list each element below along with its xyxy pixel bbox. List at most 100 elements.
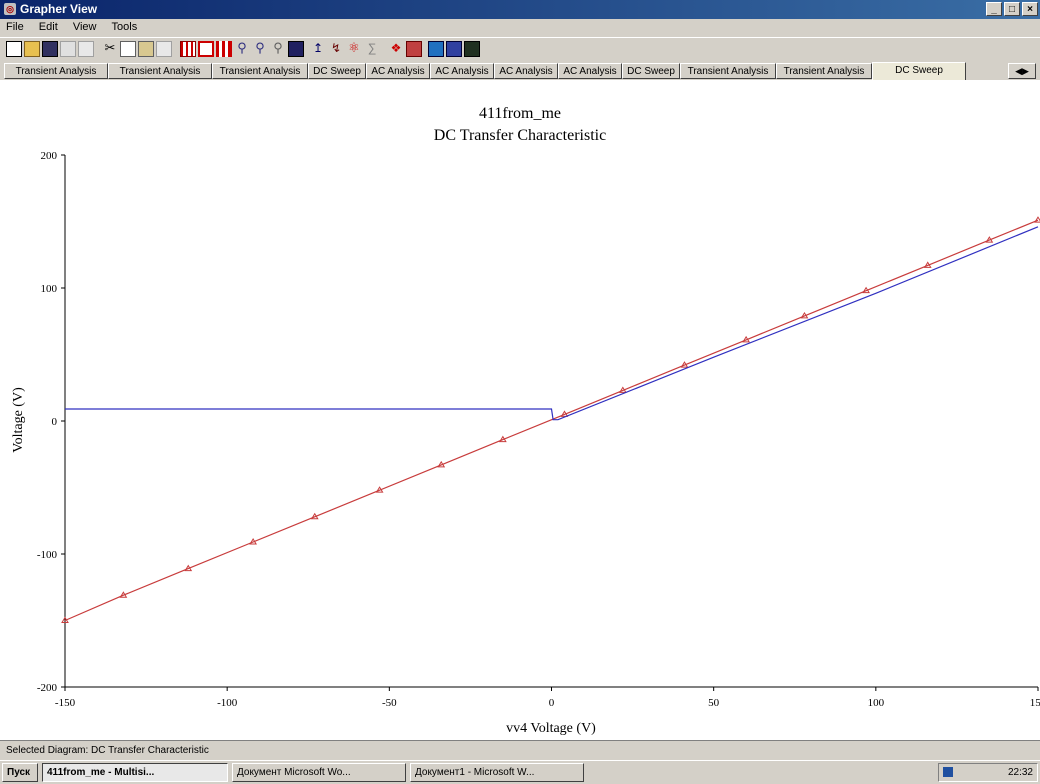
tab-dc-sweep-active[interactable]: DC Sweep — [872, 62, 966, 80]
legend-icon[interactable] — [216, 41, 232, 57]
system-tray: 22:32 — [938, 763, 1038, 782]
window-controls: _ □ × — [986, 2, 1038, 16]
data-point-marker — [184, 564, 193, 572]
tab-ac-analysis-3[interactable]: AC Analysis — [494, 63, 558, 79]
cut-icon[interactable]: ✂ — [104, 40, 116, 55]
clock: 22:32 — [1007, 767, 1033, 778]
status-text: Selected Diagram: DC Transfer Characteri… — [6, 745, 209, 756]
close-button[interactable]: × — [1022, 2, 1038, 16]
data-point-marker — [862, 286, 870, 294]
start-button[interactable]: Пуск — [2, 763, 38, 782]
data-point-marker — [800, 311, 809, 319]
y-tick-label: -200 — [37, 682, 58, 694]
cursor-icon[interactable]: ↥ — [312, 41, 324, 55]
tab-scroll-arrows[interactable]: ◀▶ — [1008, 63, 1036, 79]
overlay-icon[interactable]: ⚛ — [348, 40, 360, 55]
new-file-icon[interactable] — [6, 41, 22, 57]
menu-bar: File Edit View Tools — [0, 19, 1040, 37]
chart-svg: 411from_me DC Transfer Characteristic vv… — [11, 105, 1040, 736]
data-point-marker — [249, 538, 257, 545]
data-point-marker — [119, 591, 128, 598]
menu-file[interactable]: File — [6, 21, 24, 33]
open-folder-icon[interactable] — [24, 41, 40, 57]
mathcad-icon[interactable] — [428, 41, 444, 57]
data-cursor-icon[interactable]: ↯ — [330, 41, 342, 55]
maximize-button[interactable]: □ — [1004, 2, 1020, 16]
menu-view[interactable]: View — [72, 21, 97, 33]
minimize-button[interactable]: _ — [986, 2, 1002, 16]
dark-bg-icon[interactable] — [288, 41, 304, 57]
x-tick-label: 150 — [1030, 697, 1040, 709]
properties-icon[interactable]: ∑ — [367, 41, 377, 55]
zoom-in-icon[interactable]: ⚲ — [237, 40, 247, 55]
tab-transient-analysis-1[interactable]: Transient Analysis — [4, 63, 108, 79]
y-tick-label: 0 — [52, 416, 58, 428]
border-icon[interactable] — [198, 41, 214, 57]
data-point-marker — [985, 236, 994, 243]
chart-subtitle: DC Transfer Characteristic — [434, 127, 606, 144]
data-point-marker — [437, 460, 446, 468]
series-line-1 — [64, 219, 1039, 622]
series-line-2 — [65, 226, 1039, 421]
zoom-out-icon[interactable]: ⚲ — [255, 40, 265, 55]
tab-ac-analysis-2[interactable]: AC Analysis — [430, 63, 494, 79]
data-point-marker — [742, 335, 750, 343]
x-axis-label: vv4 Voltage (V) — [506, 721, 596, 736]
tab-ac-analysis-1[interactable]: AC Analysis — [366, 63, 430, 79]
data-point-marker — [1034, 216, 1040, 223]
tray-icon[interactable] — [943, 767, 953, 777]
analysis-tabs: Transient Analysis Transient Analysis Tr… — [0, 62, 1040, 80]
x-tick-label: 100 — [868, 697, 885, 709]
paste-icon[interactable] — [138, 41, 154, 57]
tab-dc-sweep-1[interactable]: DC Sweep — [308, 63, 366, 79]
chart-icon[interactable] — [446, 41, 462, 57]
print-icon[interactable] — [60, 41, 76, 57]
x-tick-label: -150 — [55, 697, 76, 709]
chart-series — [61, 216, 1040, 623]
menu-edit[interactable]: Edit — [38, 21, 58, 33]
copy-icon[interactable] — [120, 41, 136, 57]
excel-icon[interactable] — [406, 41, 422, 57]
toolbar: ✂ ⚲ ⚲ ⚲ ↥ ↯ ⚛ ∑ ❖ — [0, 37, 1040, 62]
export-icon[interactable]: ❖ — [390, 41, 402, 55]
tab-ac-analysis-4[interactable]: AC Analysis — [558, 63, 622, 79]
start-label: Пуск — [7, 767, 31, 778]
chart-title: 411from_me — [479, 105, 561, 122]
print-preview-icon[interactable] — [78, 41, 94, 57]
y-tick-label: 100 — [41, 283, 58, 295]
tab-transient-analysis-2[interactable]: Transient Analysis — [108, 63, 212, 79]
x-tick-label: -100 — [217, 697, 238, 709]
grid-icon[interactable] — [180, 41, 196, 57]
status-bar: Selected Diagram: DC Transfer Characteri… — [0, 740, 1040, 761]
x-tick-label: 0 — [549, 697, 555, 709]
window-title: Grapher View — [20, 2, 98, 16]
data-point-marker — [375, 486, 384, 493]
tab-dc-sweep-2[interactable]: DC Sweep — [622, 63, 680, 79]
snapshot-icon[interactable] — [464, 41, 480, 57]
data-point-marker — [61, 616, 69, 623]
app-icon: ◎ — [4, 3, 16, 15]
taskbar: Пуск 411from_me - Multisi... Документ Mi… — [0, 760, 1040, 784]
tab-transient-analysis-5[interactable]: Transient Analysis — [776, 63, 872, 79]
y-tick-label: -100 — [37, 549, 58, 561]
zoom-full-icon[interactable]: ⚲ — [273, 40, 283, 55]
menu-tools[interactable]: Tools — [111, 21, 138, 33]
x-tick-label: 50 — [708, 697, 720, 709]
data-point-marker — [560, 410, 569, 417]
undo-icon[interactable] — [156, 41, 172, 57]
y-axis-label: Voltage (V) — [11, 387, 26, 453]
save-icon[interactable] — [42, 41, 58, 57]
taskbar-item-multisim[interactable]: 411from_me - Multisi... — [42, 763, 228, 782]
graph-area[interactable]: 411from_me DC Transfer Characteristic vv… — [0, 80, 1040, 740]
tab-transient-analysis-3[interactable]: Transient Analysis — [212, 63, 308, 79]
tab-transient-analysis-4[interactable]: Transient Analysis — [680, 63, 776, 79]
data-point-marker — [310, 512, 319, 520]
taskbar-item-word-2[interactable]: Документ1 - Microsoft W... — [410, 763, 584, 782]
y-tick-label: 200 — [41, 150, 58, 162]
data-point-marker — [923, 261, 932, 268]
taskbar-item-word-1[interactable]: Документ Microsoft Wo... — [232, 763, 406, 782]
data-point-marker — [498, 435, 507, 443]
data-point-marker — [680, 361, 689, 368]
x-tick-label: -50 — [382, 697, 397, 709]
data-point-marker — [618, 386, 627, 393]
